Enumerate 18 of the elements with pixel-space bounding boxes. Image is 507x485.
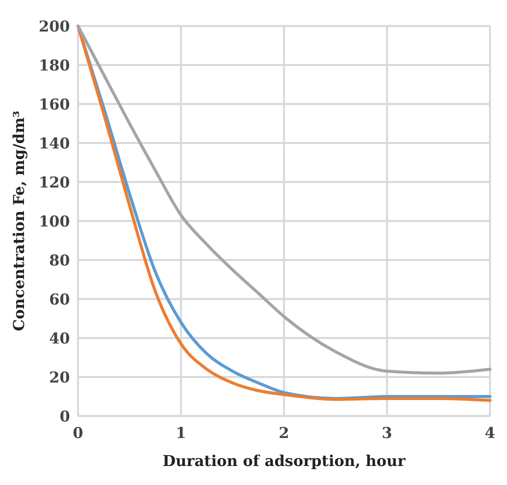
- y-tick-label: 40: [49, 329, 70, 348]
- y-tick-label: 180: [38, 56, 70, 74]
- y-tick-label: 100: [38, 212, 70, 230]
- y-tick-label: 80: [49, 251, 70, 270]
- y-tick-label: 200: [38, 17, 70, 36]
- x-tick-label: 1: [176, 424, 186, 442]
- x-axis-title: Duration of adsorption, hour: [162, 452, 406, 470]
- y-tick-label: 60: [49, 290, 70, 308]
- y-tick-label: 120: [38, 173, 70, 192]
- x-tick-label: 0: [72, 424, 84, 442]
- y-tick-label: 160: [38, 95, 70, 114]
- y-tick-label: 20: [49, 368, 70, 386]
- x-tick-label: 2: [278, 424, 290, 442]
- y-tick-label: 140: [38, 134, 70, 152]
- x-tick-label: 4: [484, 424, 496, 442]
- x-tick-label: 3: [382, 424, 392, 442]
- y-tick-label: 0: [60, 407, 70, 426]
- y-axis-title: Concentration Fe, mg/dm³: [10, 110, 28, 332]
